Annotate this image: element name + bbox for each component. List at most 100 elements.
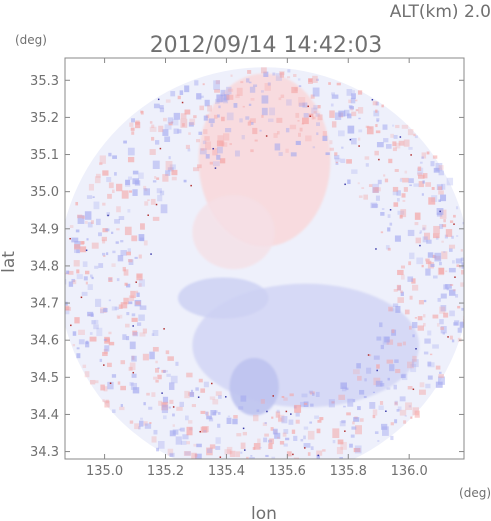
speckle-cell <box>375 124 378 128</box>
speckle-cell <box>170 91 176 97</box>
speckle-cell <box>407 229 415 237</box>
speckle-cell <box>138 172 144 179</box>
speckle-cell <box>432 254 436 259</box>
speckle-cell <box>139 305 147 310</box>
speckle-cell <box>114 219 120 224</box>
speckle-cell <box>400 177 403 180</box>
speckle-cell <box>351 93 356 99</box>
speckle-cell <box>382 336 389 345</box>
speckle-dot <box>155 203 158 206</box>
speckle-cell <box>122 266 126 272</box>
speckle-cell <box>268 443 273 450</box>
speckle-cell <box>128 366 133 371</box>
speckle-cell <box>152 329 159 337</box>
speckle-cell <box>372 101 378 106</box>
speckle-cell <box>226 112 234 121</box>
speckle-cell <box>205 154 210 159</box>
speckle-cell <box>297 78 301 81</box>
speckle-cell <box>338 394 346 400</box>
speckle-cell <box>294 404 302 413</box>
speckle-cell <box>149 126 157 132</box>
speckle-cell <box>242 105 245 108</box>
speckle-cell <box>313 111 317 114</box>
speckle-dot <box>163 328 165 330</box>
speckle-dot <box>317 454 320 457</box>
speckle-cell <box>221 116 225 122</box>
speckle-cell <box>408 146 413 150</box>
speckle-cell <box>397 406 402 411</box>
speckle-cell <box>370 202 378 209</box>
speckle-cell <box>185 144 190 149</box>
speckle-cell <box>163 117 167 122</box>
speckle-cell <box>387 247 391 251</box>
speckle-cell <box>376 336 382 341</box>
speckle-cell <box>128 259 134 265</box>
speckle-cell <box>278 152 283 156</box>
speckle-cell <box>120 404 123 408</box>
speckle-cell <box>259 129 262 132</box>
speckle-cell <box>132 189 138 196</box>
speckle-cell <box>104 336 110 344</box>
speckle-cell <box>229 143 232 146</box>
speckle-cell <box>167 117 174 124</box>
speckle-dot <box>172 406 175 408</box>
speckle-cell <box>200 461 204 465</box>
speckle-cell <box>441 183 446 190</box>
speckle-cell <box>359 418 364 422</box>
speckle-cell <box>170 375 178 384</box>
speckle-cell <box>319 417 324 421</box>
speckle-cell <box>82 364 87 369</box>
speckle-cell <box>112 155 117 159</box>
speckle-cell <box>151 392 156 397</box>
speckle-cell <box>293 457 299 459</box>
speckle-cell <box>374 150 379 156</box>
speckle-cell <box>94 176 101 184</box>
speckle-cell <box>393 289 398 292</box>
speckle-cell <box>250 149 254 153</box>
speckle-cell <box>240 395 247 402</box>
speckle-cell <box>152 160 160 169</box>
speckle-dot <box>159 147 162 150</box>
speckle-cell <box>198 378 203 383</box>
speckle-cell <box>432 275 438 279</box>
speckle-cell <box>101 236 107 242</box>
speckle-cell <box>152 180 157 183</box>
speckle-cell <box>277 436 280 439</box>
speckle-cell <box>328 399 335 408</box>
y-tick-label: 34.5 <box>30 371 59 386</box>
speckle-cell <box>85 281 88 285</box>
speckle-cell <box>418 300 424 305</box>
speckle-cell <box>394 169 399 172</box>
speckle-cell <box>340 158 346 164</box>
speckle-cell <box>98 232 102 237</box>
speckle-cell <box>195 387 199 391</box>
speckle-cell <box>250 122 254 125</box>
speckle-cell <box>375 195 380 201</box>
speckle-cell <box>163 415 167 420</box>
speckle-cell <box>446 287 450 291</box>
speckle-cell <box>256 409 260 412</box>
speckle-cell <box>76 353 81 359</box>
speckle-cell <box>355 109 359 112</box>
speckle-cell <box>260 90 264 93</box>
speckle-cell <box>65 308 70 315</box>
speckle-cell <box>82 261 88 267</box>
speckle-cell <box>423 351 429 355</box>
speckle-cell <box>246 456 249 459</box>
speckle-cell <box>303 113 309 118</box>
speckle-cell <box>169 399 174 404</box>
speckle-cell <box>286 451 292 457</box>
speckle-dot <box>272 395 274 397</box>
speckle-cell <box>273 133 278 138</box>
speckle-cell <box>358 117 361 120</box>
speckle-cell <box>262 422 268 427</box>
speckle-cell <box>387 227 391 232</box>
speckle-cell <box>166 373 171 377</box>
speckle-cell <box>329 110 335 118</box>
speckle-cell <box>188 420 193 424</box>
speckle-cell <box>75 201 79 206</box>
speckle-cell <box>439 371 442 374</box>
speckle-cell <box>169 453 174 457</box>
speckle-cell <box>210 410 217 416</box>
speckle-cell <box>328 82 331 85</box>
